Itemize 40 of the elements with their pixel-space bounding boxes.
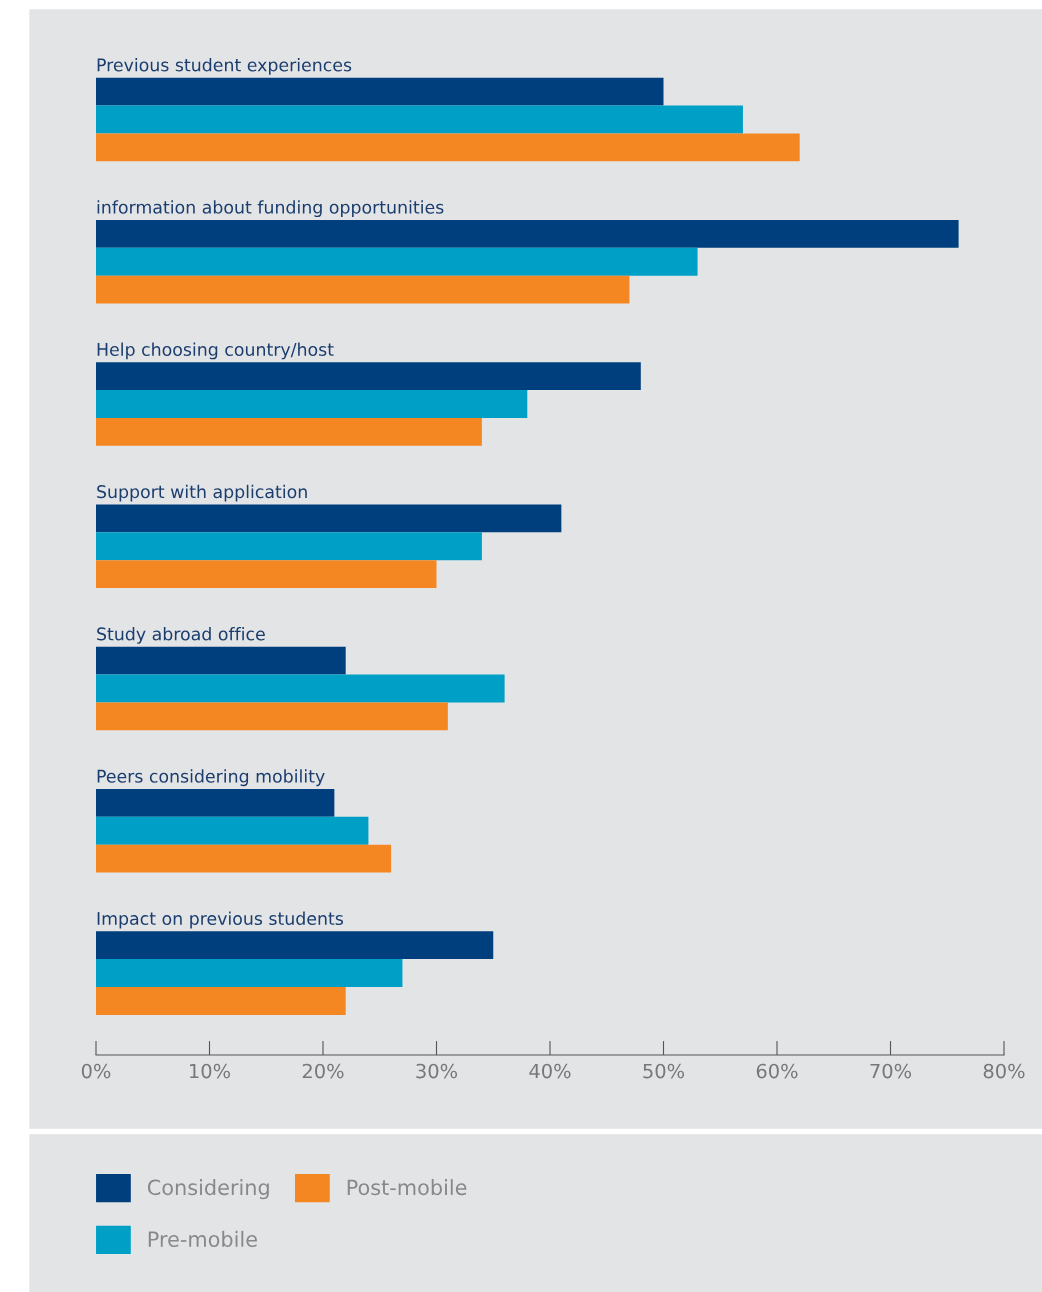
y-tick-label: Study abroad office <box>97 627 265 644</box>
y-tick-label: Peers considering mobility <box>97 769 325 787</box>
bar <box>96 219 959 248</box>
bar <box>96 816 369 845</box>
x-tick-label: 30% <box>416 1063 458 1079</box>
y-tick-label: Support with application <box>97 484 307 502</box>
x-tick-label: 60% <box>756 1063 798 1079</box>
bar <box>96 504 562 533</box>
bar <box>96 77 664 106</box>
bar <box>96 390 528 418</box>
bar <box>96 959 403 987</box>
x-tick-label: 10% <box>190 1063 231 1079</box>
x-tick-label: 0% <box>81 1063 111 1079</box>
x-tick-label: 40% <box>529 1063 571 1079</box>
bar <box>96 931 494 960</box>
bar <box>96 247 698 276</box>
bar <box>96 275 630 304</box>
bar <box>96 133 800 162</box>
bar <box>96 560 437 589</box>
legend-label: Post-mobile <box>347 1179 467 1196</box>
y-tick-label: Previous student experiences <box>97 58 352 75</box>
bar <box>96 362 641 391</box>
legend-label: Considering <box>147 1179 269 1200</box>
x-tick-label: 20% <box>302 1063 344 1079</box>
bar <box>96 844 392 873</box>
bar <box>96 532 482 561</box>
y-tick-label: Help choosing country/host <box>97 342 334 360</box>
bar <box>96 674 505 703</box>
bar <box>96 788 335 817</box>
bar <box>96 987 346 1015</box>
y-tick-label: Impact on previous students <box>97 911 344 929</box>
x-tick-label: 50% <box>643 1063 685 1079</box>
bar <box>96 417 482 446</box>
bar <box>96 646 346 675</box>
x-tick-label: 80% <box>983 1063 1025 1079</box>
x-tick-label: 70% <box>870 1063 912 1079</box>
bar <box>96 702 448 731</box>
bar <box>96 105 743 134</box>
y-tick-label: information about funding opportunities <box>97 200 444 218</box>
legend-label: Pre-mobile <box>148 1230 257 1247</box>
